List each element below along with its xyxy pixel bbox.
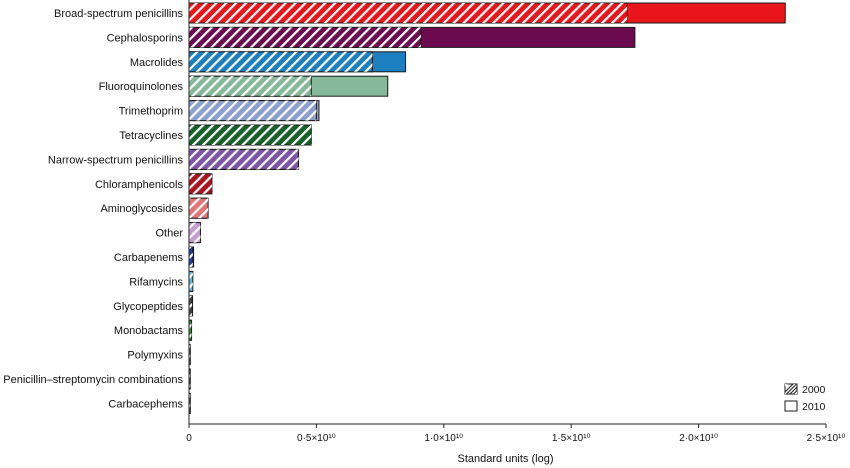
legend-hatch-stripe-1 xyxy=(786,383,797,395)
bar-2000-hatch-13 xyxy=(189,320,192,341)
x-tick-label-3: 1·5×10¹⁰ xyxy=(552,433,591,444)
bars-layer xyxy=(188,2,786,414)
category-label-9: Other xyxy=(155,228,183,240)
bar-2000-hatch-6 xyxy=(189,149,299,170)
bar-2000-hatch-3 xyxy=(189,76,312,97)
bar-2000-hatch-7 xyxy=(189,173,212,194)
bar-2000-hatch-14 xyxy=(189,344,191,365)
bar-2000-hatch-2 xyxy=(189,51,373,72)
legend-label-2000: 2000 xyxy=(802,384,826,396)
bar-2000-hatch-5 xyxy=(189,125,312,145)
bar-2000-hatch-4 xyxy=(189,100,317,121)
x-tick-label-5: 2·5×10¹⁰ xyxy=(807,433,846,444)
category-label-1: Cephalosporins xyxy=(107,32,184,44)
legend-hatch-stripe-2 xyxy=(789,386,798,395)
category-label-5: Tetracyclines xyxy=(119,130,183,142)
x-axis-ticks: 0 0·5×10¹⁰ 1·0×10¹⁰ 1·5×10¹⁰ 2·0×10¹⁰ 2·5×10¹… xyxy=(186,424,845,444)
category-label-3: Fluoroquinolones xyxy=(99,81,184,93)
category-labels: Broad-spectrum penicillins Cephalosporins… xyxy=(3,8,183,410)
category-label-6: Narrow-spectrum penicillins xyxy=(48,154,184,166)
bar-2000-hatch-1 xyxy=(189,27,421,48)
legend-label-2010: 2010 xyxy=(802,401,826,413)
x-tick-label-0: 0 xyxy=(186,433,192,444)
legend: 2000 2010 xyxy=(784,383,826,413)
bar-2000-hatch-16 xyxy=(189,393,191,414)
bar-2000-hatch-8 xyxy=(189,198,209,219)
category-label-0: Broad-spectrum penicillins xyxy=(54,8,183,20)
category-label-10: Carbapenems xyxy=(114,252,184,264)
legend-hatch-stripe-0 xyxy=(784,383,794,393)
category-label-15: Penicillin–streptomycin combinations xyxy=(3,374,183,386)
category-label-4: Trimethoprim xyxy=(119,106,183,118)
category-label-8: Aminoglycosides xyxy=(100,203,183,215)
category-label-12: Glycopeptides xyxy=(113,301,183,313)
category-label-7: Chloramphenicols xyxy=(95,179,184,191)
category-label-11: Rifamycins xyxy=(129,276,183,288)
category-label-14: Polymyxins xyxy=(127,350,183,362)
x-axis-label: Standard units (log) xyxy=(458,453,554,465)
bar-2000-hatch-0 xyxy=(189,3,628,23)
bar-2000-hatch-9 xyxy=(189,222,201,243)
x-tick-label-2: 1·0×10¹⁰ xyxy=(424,433,463,444)
bar-2000-hatch-10 xyxy=(189,247,193,267)
x-tick-label-4: 2·0×10¹⁰ xyxy=(679,433,718,444)
category-label-2: Macrolides xyxy=(130,57,184,69)
legend-hatch-stripe-3 xyxy=(793,390,798,395)
legend-swatch-2010 xyxy=(784,400,798,412)
category-label-16: Carbacephems xyxy=(108,398,183,410)
bar-2000-hatch-12 xyxy=(189,295,193,316)
bar-2000-hatch-15 xyxy=(189,369,191,389)
bar-2000-hatch-11 xyxy=(189,271,193,292)
x-tick-label-1: 0·5×10¹⁰ xyxy=(297,433,336,444)
category-label-13: Monobactams xyxy=(114,325,184,337)
